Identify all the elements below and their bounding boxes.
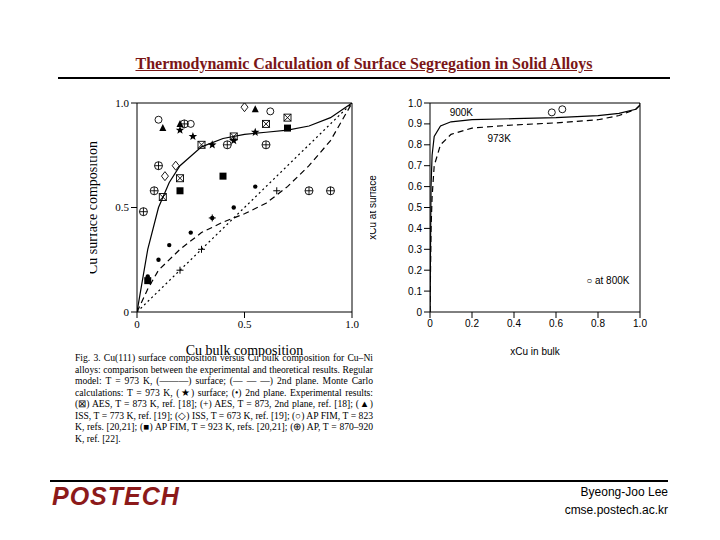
svg-text:0: 0	[416, 307, 422, 318]
svg-text:0.5: 0.5	[238, 318, 252, 330]
svg-text:xCu in bulk: xCu in bulk	[510, 346, 560, 357]
html-text:Fig. 3. Cu(111) surface compos: Fig. 3. Cu(111) surface composition vers…	[75, 352, 373, 444]
svg-text:0.7: 0.7	[408, 160, 422, 171]
html-text:cmse.postech.ac.kr: cmse.postech.ac.kr	[564, 503, 668, 517]
svg-text:0: 0	[134, 318, 140, 330]
svg-text:900K: 900K	[450, 107, 474, 118]
svg-text:xCu at surface: xCu at surface	[370, 175, 378, 240]
svg-text:○ at 800K: ○ at 800K	[586, 275, 630, 286]
svg-text:0.1: 0.1	[408, 286, 422, 297]
svg-text:0.4: 0.4	[507, 318, 521, 329]
svg-text:0.5: 0.5	[408, 202, 422, 213]
svg-text:1.0: 1.0	[115, 97, 129, 109]
svg-text:0.4: 0.4	[408, 223, 422, 234]
svg-text:1.0: 1.0	[345, 318, 359, 330]
svg-text:0.6: 0.6	[549, 318, 563, 329]
svg-text:0.2: 0.2	[465, 318, 479, 329]
svg-text:0.6: 0.6	[408, 181, 422, 192]
svg-text:973K: 973K	[488, 133, 512, 144]
html-text:POSTECH: POSTECH	[52, 482, 180, 510]
svg-text:0.8: 0.8	[591, 318, 605, 329]
svg-text:0: 0	[124, 306, 130, 318]
svg-text:0.5: 0.5	[115, 201, 129, 213]
svg-text:0.8: 0.8	[408, 139, 422, 150]
html-text:Thermodynamic Calculation of S: Thermodynamic Calculation of Surface Seg…	[135, 55, 593, 72]
svg-text:Cu surface composition: Cu surface composition	[90, 141, 100, 274]
svg-text:0: 0	[427, 318, 433, 329]
svg-text:0.2: 0.2	[408, 265, 422, 276]
svg-text:0.3: 0.3	[408, 244, 422, 255]
svg-text:1.0: 1.0	[408, 98, 422, 109]
html-text:Byeong-Joo Lee: Byeong-Joo Lee	[580, 485, 668, 499]
svg-text:0.9: 0.9	[408, 118, 422, 129]
svg-text:1.0: 1.0	[633, 318, 647, 329]
